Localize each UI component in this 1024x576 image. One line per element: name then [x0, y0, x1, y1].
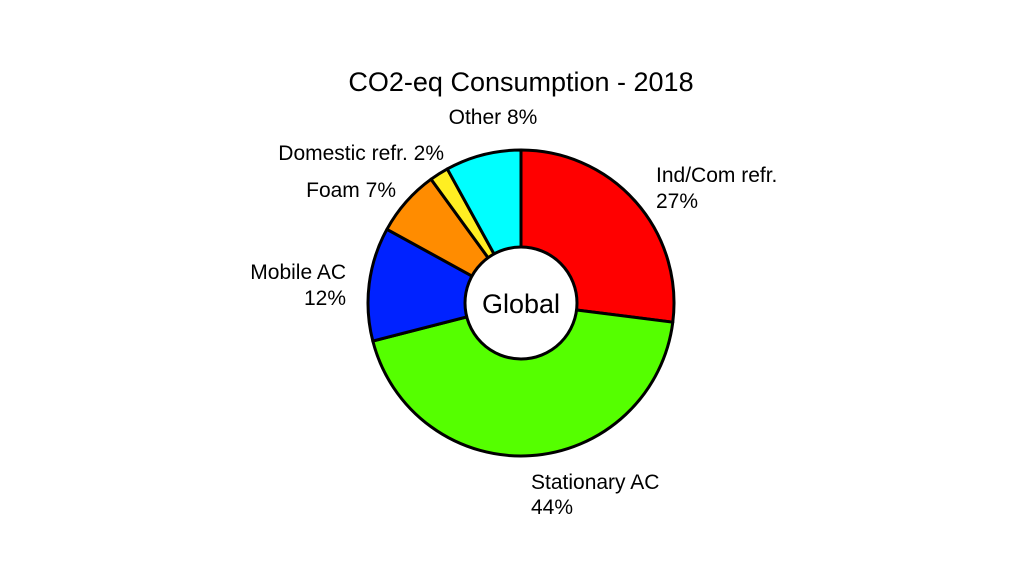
label-foam: Foam 7%	[306, 179, 396, 202]
label-domestic-refr: Domestic refr. 2%	[278, 142, 444, 165]
label-mobile-ac-percent: 12%	[304, 287, 346, 310]
slice-stationary-ac	[371, 301, 675, 458]
label-stationary-ac-percent: 44%	[531, 496, 573, 519]
donut-hole	[463, 245, 579, 361]
label-mobile-ac: Mobile AC	[250, 261, 346, 284]
center-label: Global	[482, 289, 560, 319]
label-ind-com-refr: Ind/Com refr.	[656, 164, 777, 187]
chart-title: CO2-eq Consumption - 2018	[348, 67, 693, 97]
slice-mobile-ac	[366, 227, 523, 343]
label-stationary-ac: Stationary AC	[531, 471, 659, 494]
label-other: Other 8%	[449, 106, 538, 129]
label-ind-com-refr-percent: 27%	[656, 190, 698, 213]
